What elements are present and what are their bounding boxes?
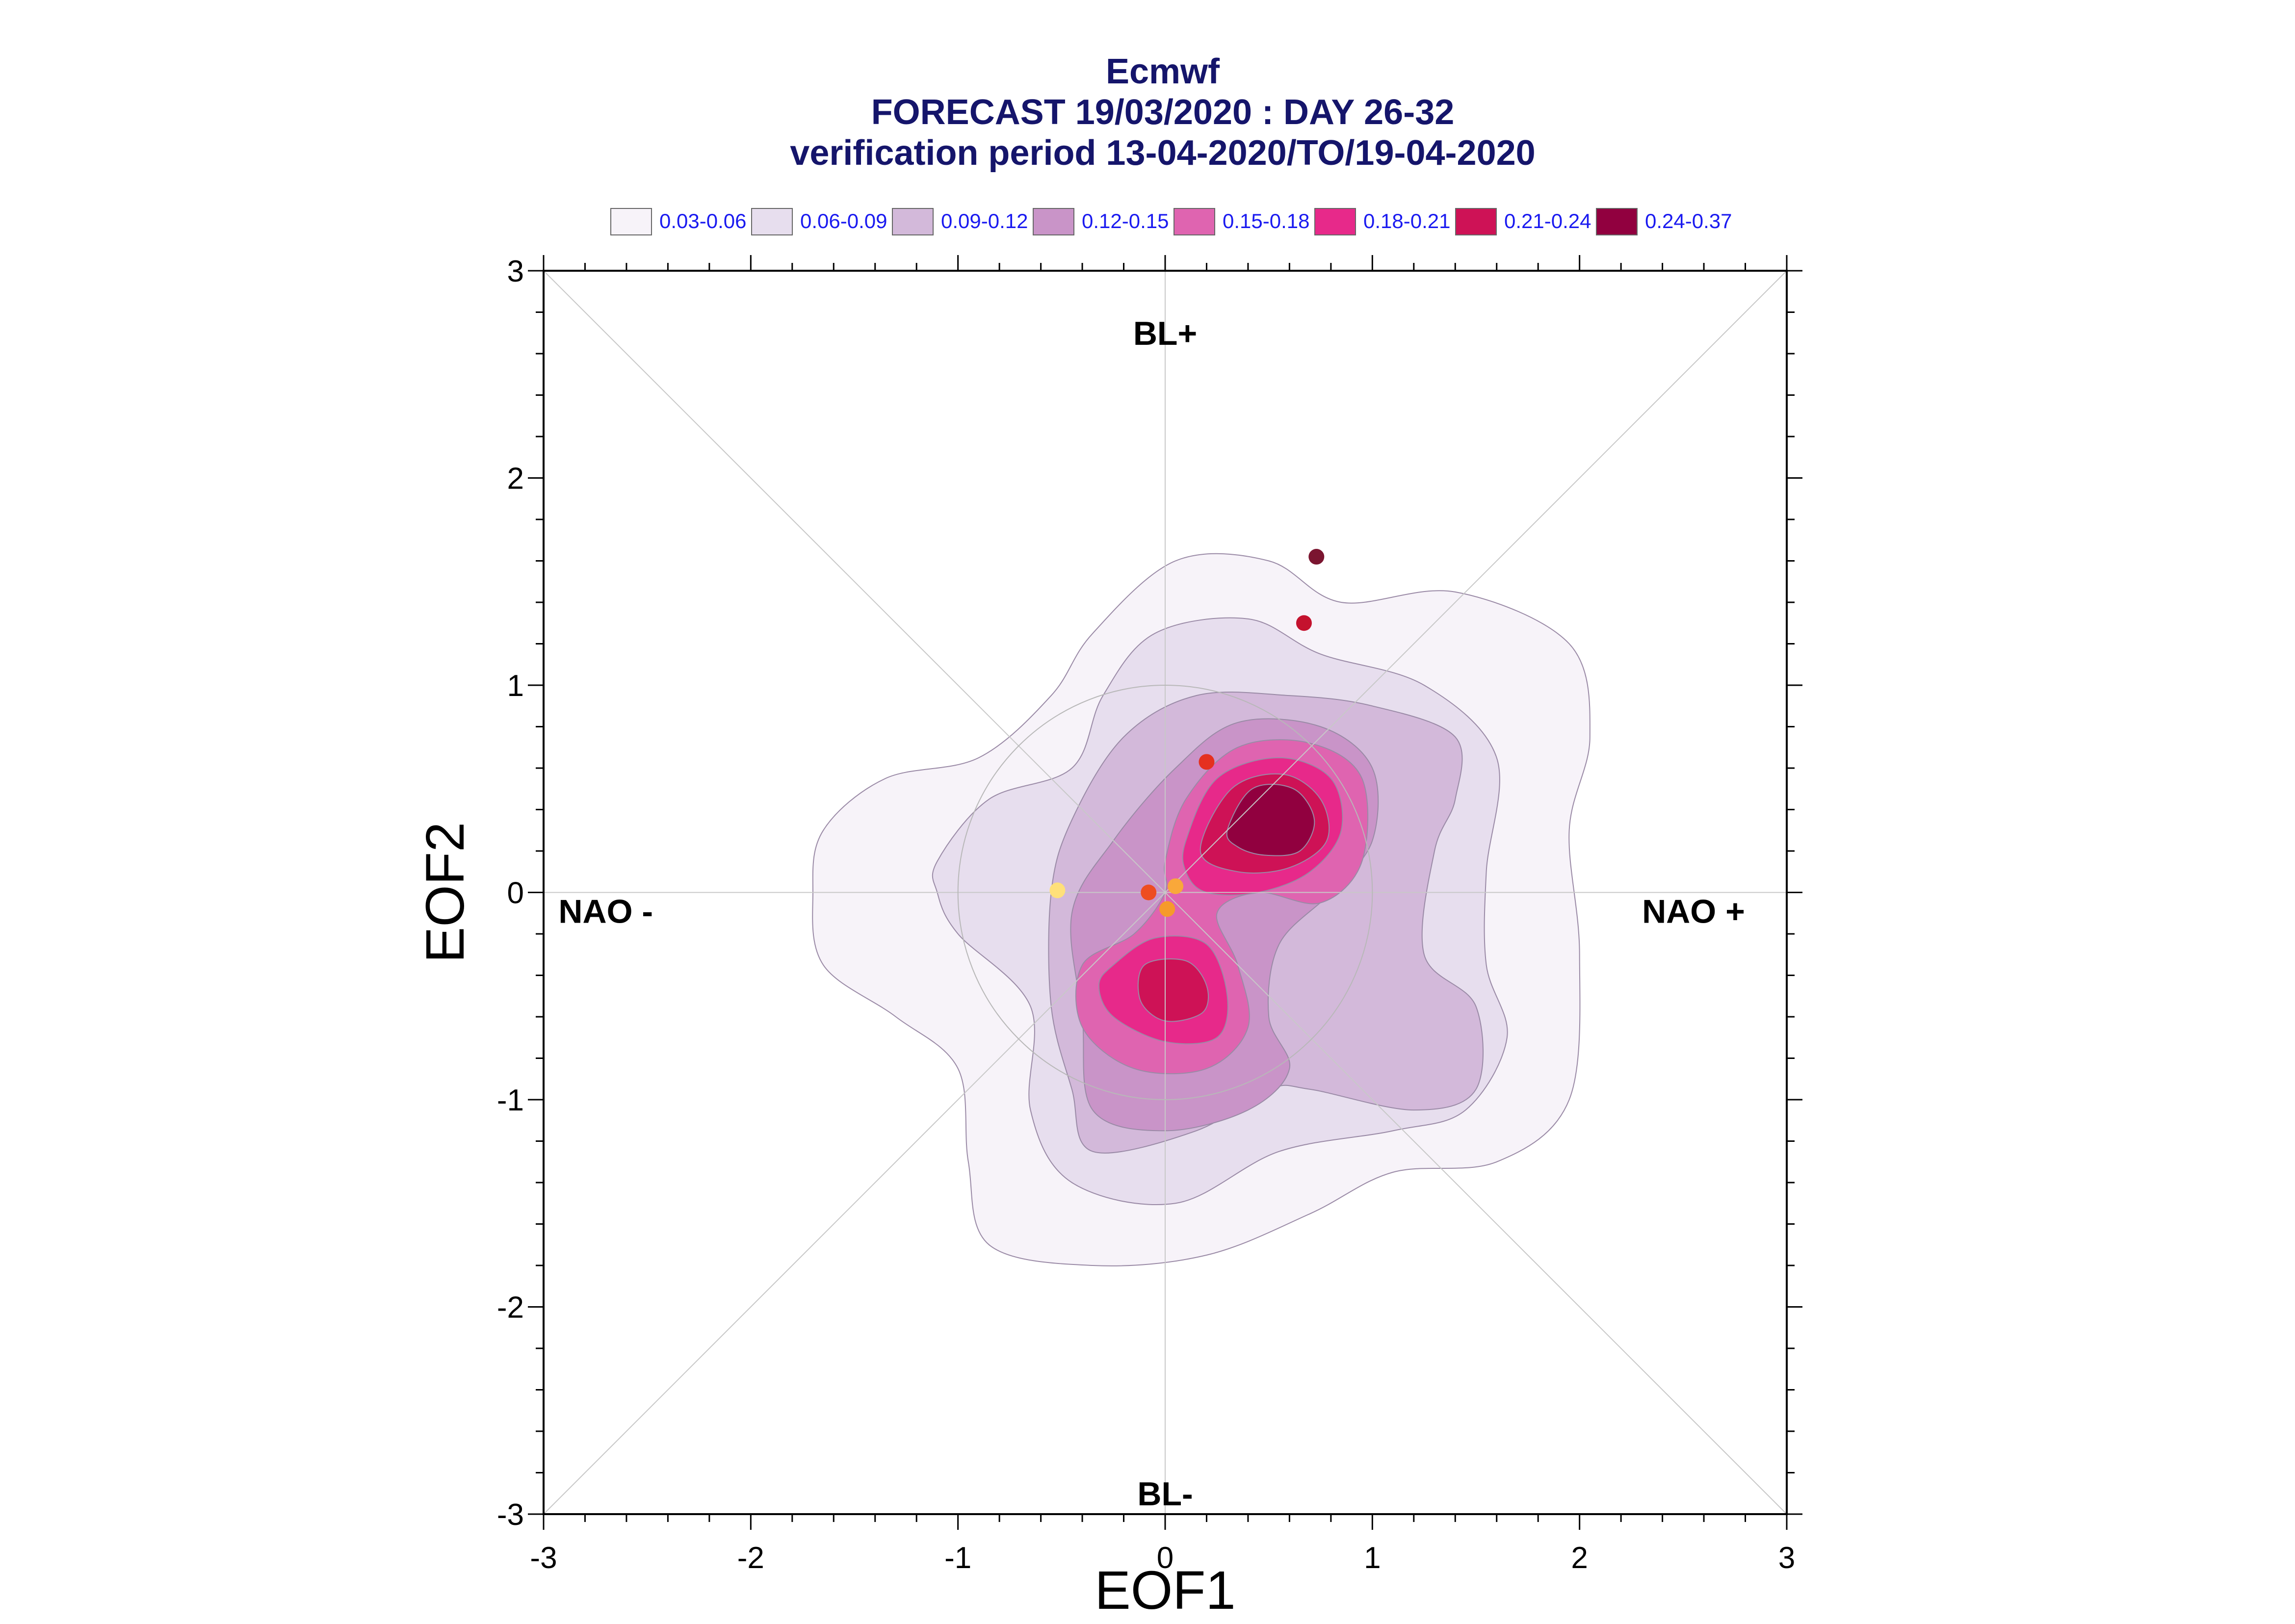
- legend-swatch: [610, 208, 652, 235]
- y-tick-label: 3: [507, 255, 524, 288]
- forecast-point: [1296, 615, 1312, 631]
- title-line-2: FORECAST 19/03/2020 : DAY 26-32: [871, 93, 1455, 132]
- legend-swatch: [1174, 208, 1215, 235]
- legend-label: 0.12-0.15: [1082, 209, 1169, 232]
- legend-label: 0.03-0.06: [659, 209, 747, 232]
- legend-label: 0.09-0.12: [941, 209, 1028, 232]
- title-line-1: Ecmwf: [1105, 52, 1220, 91]
- y-tick-label: -3: [497, 1498, 524, 1532]
- title-line-3: verification period 13-04-2020/TO/19-04-…: [790, 133, 1536, 173]
- legend-label: 0.15-0.18: [1223, 209, 1310, 232]
- regime-label: NAO +: [1642, 893, 1745, 930]
- contour-region: [1226, 784, 1315, 856]
- legend-label: 0.24-0.37: [1645, 209, 1732, 232]
- legend-swatch: [751, 208, 793, 235]
- forecast-point: [1049, 882, 1066, 899]
- legend-label: 0.21-0.24: [1504, 209, 1591, 232]
- x-axis-title: EOF1: [1095, 1560, 1235, 1621]
- y-tick-label: -2: [497, 1291, 524, 1325]
- x-tick-label: -1: [944, 1541, 971, 1575]
- legend-swatch: [1314, 208, 1356, 235]
- forecast-point: [1168, 878, 1184, 894]
- x-tick-label: 2: [1571, 1541, 1588, 1575]
- forecast-point: [1308, 549, 1325, 565]
- legend-label: 0.06-0.09: [800, 209, 887, 232]
- regime-label: BL-: [1137, 1475, 1193, 1513]
- x-tick-label: -2: [737, 1541, 764, 1575]
- y-tick-label: -1: [497, 1083, 524, 1117]
- reference-circle: [957, 685, 1373, 1100]
- chart-title: Ecmwf FORECAST 19/03/2020 : DAY 26-32 ve…: [0, 52, 2295, 174]
- x-tick-label: -3: [530, 1541, 557, 1575]
- y-axis-title: EOF2: [415, 822, 475, 963]
- legend-swatch: [892, 208, 934, 235]
- x-tick-label: 0: [1157, 1541, 1174, 1575]
- regime-label: BL+: [1133, 315, 1197, 352]
- x-tick-label: 3: [1778, 1541, 1795, 1575]
- y-tick-label: 1: [507, 669, 524, 703]
- legend-swatch: [1596, 208, 1638, 235]
- x-tick-label: 1: [1364, 1541, 1381, 1575]
- forecast-point: [1141, 884, 1157, 901]
- legend-swatch: [1033, 208, 1074, 235]
- regime-label: NAO -: [558, 893, 653, 930]
- legend-swatch: [1455, 208, 1497, 235]
- forecast-point: [1159, 901, 1175, 917]
- legend-label: 0.18-0.21: [1363, 209, 1451, 232]
- y-tick-label: 0: [507, 876, 524, 910]
- y-tick-label: 2: [507, 462, 524, 496]
- forecast-point: [1199, 754, 1215, 770]
- contour-region: [1137, 958, 1209, 1022]
